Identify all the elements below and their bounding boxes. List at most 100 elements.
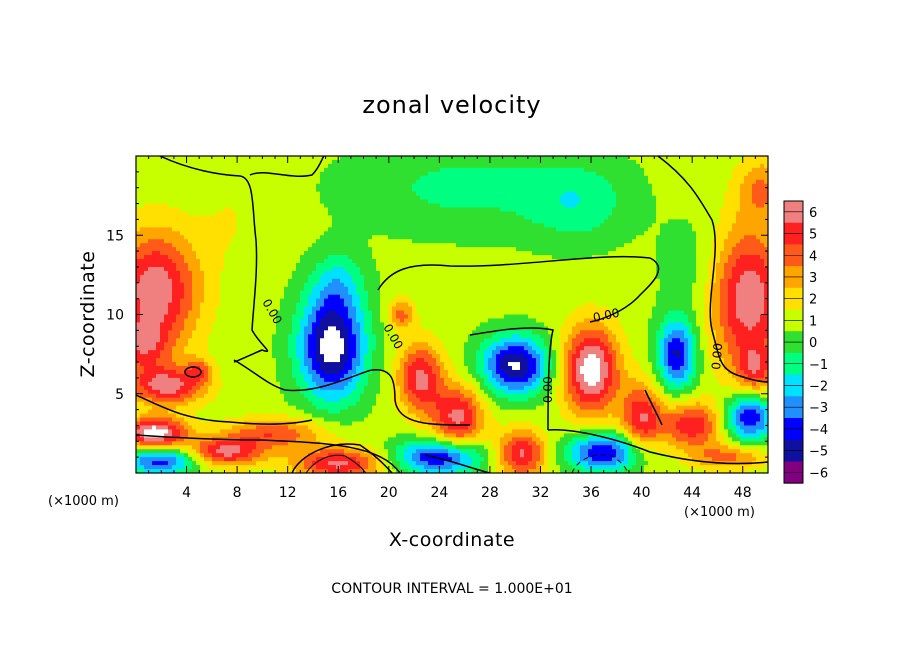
field-cell <box>208 255 213 260</box>
field-cell <box>344 278 349 284</box>
field-cell <box>164 334 169 339</box>
field-cell <box>352 247 357 252</box>
field-cell <box>232 465 237 470</box>
field-cell <box>368 381 373 387</box>
field-cell <box>176 437 181 442</box>
field-cell <box>344 195 349 201</box>
field-cell <box>308 259 313 264</box>
field-cell <box>272 445 277 450</box>
field-cell <box>224 469 229 473</box>
field-cell <box>220 183 225 189</box>
field-cell <box>188 465 193 470</box>
field-cell <box>276 163 281 169</box>
field-cell <box>288 409 293 415</box>
field-cell <box>200 286 205 292</box>
field-cell <box>380 437 385 442</box>
field-cell <box>336 413 341 419</box>
field-cell <box>284 358 289 363</box>
field-cell <box>184 350 189 355</box>
field-cell <box>160 259 165 264</box>
field-cell <box>196 433 201 438</box>
field-cell <box>336 274 341 280</box>
field-cell <box>368 207 373 213</box>
field-cell <box>136 215 141 220</box>
field-cell <box>216 156 221 161</box>
field-cell <box>224 207 229 213</box>
field-cell <box>284 338 289 343</box>
field-cell <box>364 207 369 213</box>
field-cell <box>336 385 341 391</box>
field-cell <box>216 235 221 240</box>
field-cell <box>324 219 329 224</box>
field-cell <box>220 247 225 252</box>
field-cell <box>236 350 241 355</box>
field-cell <box>208 171 213 177</box>
field-cell <box>316 171 321 177</box>
field-cell <box>368 255 373 260</box>
field-cell <box>164 401 169 407</box>
field-cell <box>344 286 349 292</box>
field-cell <box>256 350 261 355</box>
field-cell <box>264 255 269 260</box>
field-cell <box>296 259 301 264</box>
field-cell <box>272 389 277 395</box>
field-cell <box>380 306 385 312</box>
field-cell <box>276 195 281 201</box>
field-cell <box>152 330 157 335</box>
field-cell <box>356 235 361 240</box>
field-cell <box>356 453 361 458</box>
field-cell <box>152 409 157 415</box>
field-cell <box>224 227 229 232</box>
field-cell <box>308 358 313 363</box>
field-cell <box>372 381 377 387</box>
field-cell <box>368 389 373 395</box>
field-cell <box>364 259 369 264</box>
field-cell <box>324 211 329 217</box>
field-cell <box>248 278 253 284</box>
field-cell <box>144 366 149 371</box>
field-cell <box>332 274 337 280</box>
field-cell <box>228 350 233 355</box>
field-cell <box>364 385 369 391</box>
field-cell <box>352 421 357 427</box>
field-cell <box>288 183 293 189</box>
field-cell <box>272 322 277 327</box>
field-cell <box>344 405 349 411</box>
field-cell <box>280 235 285 240</box>
field-cell <box>212 465 217 470</box>
field-cell <box>256 235 261 240</box>
field-cell <box>380 294 385 300</box>
field-cell <box>332 156 337 161</box>
field-cell <box>140 338 145 343</box>
field-cell <box>380 239 385 244</box>
field-cell <box>164 310 169 316</box>
field-cell <box>356 302 361 308</box>
field-cell <box>192 318 197 324</box>
field-cell <box>268 401 273 407</box>
field-cell <box>188 405 193 411</box>
field-cell <box>256 453 261 458</box>
field-cell <box>336 231 341 236</box>
field-cell <box>344 179 349 185</box>
field-cell <box>380 373 385 379</box>
field-cell <box>292 342 297 347</box>
field-cell <box>228 286 233 292</box>
field-cell <box>164 290 169 296</box>
field-cell <box>180 156 185 161</box>
field-cell <box>332 282 337 288</box>
field-cell <box>264 215 269 220</box>
field-cell <box>228 381 233 387</box>
field-cell <box>292 354 297 359</box>
field-cell <box>204 167 209 173</box>
field-cell <box>360 350 365 355</box>
field-cell <box>228 255 233 260</box>
field-cell <box>256 175 261 181</box>
field-cell <box>200 322 205 327</box>
field-cell <box>344 377 349 383</box>
field-cell <box>140 231 145 236</box>
field-cell <box>236 381 241 387</box>
field-cell <box>360 211 365 217</box>
field-cell <box>340 195 345 201</box>
field-cell <box>248 314 253 320</box>
field-cell <box>240 342 245 347</box>
